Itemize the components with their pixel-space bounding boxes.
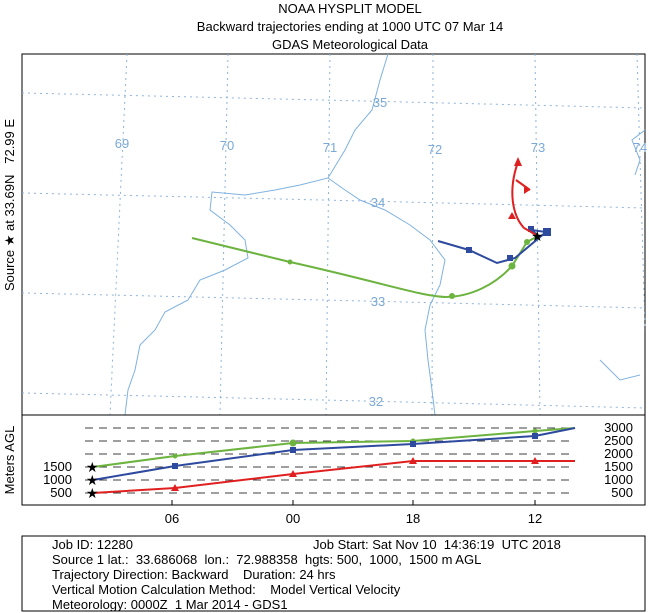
lon-label: 72 [428, 142, 442, 157]
svg-text:★: ★ [86, 459, 99, 475]
height-levels [85, 427, 575, 494]
map-frame [21, 53, 646, 416]
lon-label: 74 [633, 140, 647, 155]
info-text: Meteorology: 0000Z 1 Mar 2014 - GDS1 [52, 597, 288, 612]
right-tick: 1500 [604, 459, 633, 474]
right-tick: 1000 [604, 472, 633, 487]
lon-label: 70 [220, 138, 234, 153]
lat-label: 33 [371, 294, 385, 309]
info-text: Job ID: 12280 [52, 537, 133, 552]
grid [21, 53, 646, 416]
profile-frame [21, 414, 646, 506]
title: NOAA HYSPLIT MODEL [278, 1, 422, 16]
time-label: 12 [528, 511, 542, 526]
height-profiles: ★★★ [86, 427, 576, 505]
time-label: 06 [165, 511, 179, 526]
lon-label: 69 [115, 136, 129, 151]
time-label: 18 [406, 511, 420, 526]
svg-text:★: ★ [531, 228, 544, 244]
time-label: 00 [286, 511, 300, 526]
lat-label: 34 [371, 195, 385, 210]
left-tick: 1500 [43, 459, 72, 474]
right-tick: 500 [611, 485, 633, 500]
lat-label: 32 [369, 394, 383, 409]
lon-label: 73 [531, 140, 545, 155]
height-axis-label: Meters AGL [2, 426, 17, 495]
right-tick: 3000 [604, 420, 633, 435]
right-tick: 2500 [604, 433, 633, 448]
coastline [124, 53, 646, 416]
left-tick: 500 [50, 485, 72, 500]
left-tick: 1000 [43, 472, 72, 487]
info-text: Source 1 lat.: 33.686068 lon.: 72.988358… [52, 552, 481, 567]
title: GDAS Meteorological Data [272, 37, 429, 52]
info-frame [21, 535, 646, 612]
info-text: Job Start: Sat Nov 10 14:36:19 UTC 2018 [313, 537, 561, 552]
lon-label: 71 [323, 140, 337, 155]
info-text: Trajectory Direction: Backward Duration:… [52, 567, 336, 582]
svg-text:★: ★ [86, 472, 99, 488]
title: Backward trajectories ending at 1000 UTC… [197, 19, 503, 34]
info-text: Vertical Motion Calculation Method: Mode… [52, 582, 401, 597]
source-label: Source ★ at 33.69N 72.99 E [2, 119, 17, 291]
trajectories: ★ [191, 157, 551, 299]
svg-text:★: ★ [86, 485, 99, 501]
right-tick: 2000 [604, 446, 633, 461]
lat-label: 35 [373, 95, 387, 110]
